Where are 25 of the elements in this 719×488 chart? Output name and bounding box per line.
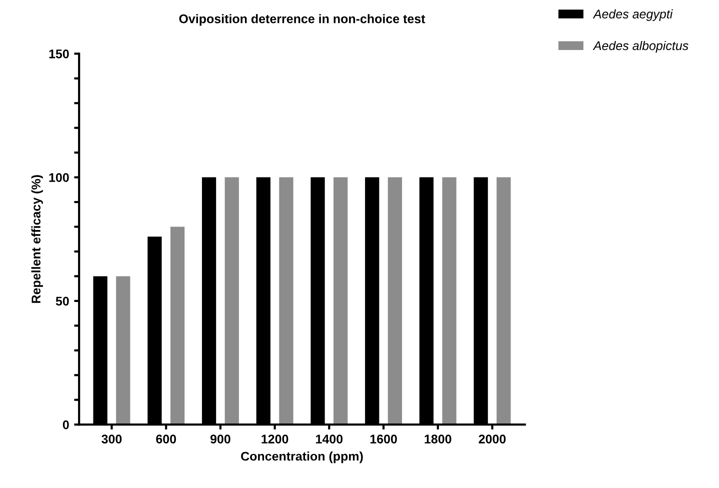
legend-label: Aedes aegypti [592, 9, 673, 21]
bar [388, 177, 402, 425]
y-tick-label: 150 [49, 49, 69, 58]
bar [334, 177, 348, 425]
bar [496, 177, 511, 425]
x-tick-label: 1200 [262, 434, 288, 444]
y-tick-label: 50 [56, 296, 69, 306]
x-tick-label: 1800 [424, 434, 452, 444]
legend-label: Aedes albopictus [592, 40, 688, 53]
x-tick-label: 2000 [478, 434, 506, 444]
x-axis-title: Concentration (ppm) [241, 451, 363, 464]
bar [170, 226, 185, 425]
y-tick-label: 0 [62, 420, 69, 430]
bar [279, 177, 294, 425]
x-tick-label: 1400 [316, 434, 343, 444]
chart-title: Oviposition deterrence in non-choice test [179, 14, 426, 26]
y-axis-title: Repellent efficacy (%) [31, 175, 43, 303]
bar [442, 177, 456, 425]
x-tick-label: 1600 [370, 434, 397, 444]
x-tick-label: 600 [156, 434, 176, 444]
y-tick-label: 100 [49, 173, 69, 182]
x-tick-label: 300 [102, 434, 122, 444]
bar [224, 177, 239, 425]
x-tick-label: 900 [210, 434, 230, 444]
bar [116, 276, 130, 425]
